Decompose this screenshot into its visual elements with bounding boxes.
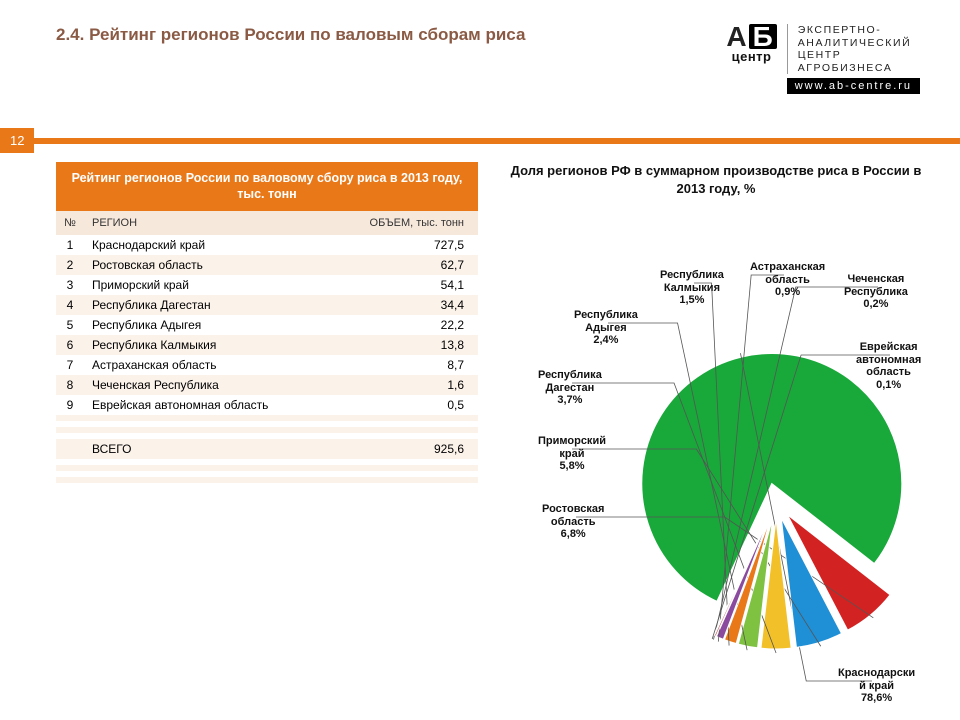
- table-row: [56, 483, 478, 489]
- table-row: 3Приморский край54,1: [56, 275, 478, 295]
- logo-a: А: [726, 24, 746, 49]
- table-row: 2Ростовская область62,7: [56, 255, 478, 275]
- cell-value: 34,4: [358, 295, 478, 315]
- cell-num: 7: [56, 355, 84, 375]
- pie-chart: Доля регионов РФ в суммарном производств…: [496, 162, 936, 712]
- slice-label: РеспубликаКалмыкия1,5%: [660, 269, 724, 307]
- slice-label: Ростовскаяобласть6,8%: [542, 503, 604, 541]
- logo-tagline: ЭКСПЕРТНО-: [798, 24, 920, 37]
- logo-b: Б: [749, 24, 777, 49]
- cell-value: 727,5: [358, 235, 478, 255]
- cell-value: 1,6: [358, 375, 478, 395]
- cell-region: Чеченская Республика: [84, 375, 358, 395]
- logo: А Б центр ЭКСПЕРТНО- АНАЛИТИЧЕСКИЙ ЦЕНТР…: [726, 24, 920, 94]
- col-value: ОБЪЕМ, тыс. тонн: [358, 211, 478, 235]
- table-row: 4Республика Дагестан34,4: [56, 295, 478, 315]
- slice-label: Приморскийкрай5,8%: [538, 435, 606, 473]
- header: 2.4. Рейтинг регионов России по валовым …: [0, 0, 960, 94]
- cell-region: Еврейская автономная область: [84, 395, 358, 415]
- cell-num: 5: [56, 315, 84, 335]
- table-row: 1Краснодарский край727,5: [56, 235, 478, 255]
- cell-value: 13,8: [358, 335, 478, 355]
- cell-num: 6: [56, 335, 84, 355]
- cell-region: Ростовская область: [84, 255, 358, 275]
- cell-value: 0,5: [358, 395, 478, 415]
- cell-region: Астраханская область: [84, 355, 358, 375]
- cell-num: 8: [56, 375, 84, 395]
- table-row: ВСЕГО925,6: [56, 439, 478, 459]
- accent-bar: [0, 138, 960, 144]
- cell-value: 925,6: [358, 439, 478, 459]
- cell-region: Республика Калмыкия: [84, 335, 358, 355]
- cell-value: 54,1: [358, 275, 478, 295]
- col-region: РЕГИОН: [84, 211, 358, 235]
- cell-num: 1: [56, 235, 84, 255]
- logo-tagline: ЦЕНТР: [798, 49, 920, 62]
- content: Рейтинг регионов России по валовому сбор…: [56, 162, 936, 712]
- logo-mark: А Б центр: [726, 24, 776, 63]
- logo-url: www.ab-centre.ru: [787, 78, 920, 94]
- cell-value: [358, 483, 478, 489]
- table-row: 9Еврейская автономная область0,5: [56, 395, 478, 415]
- cell-num: [56, 439, 84, 459]
- table-title: Рейтинг регионов России по валовому сбор…: [56, 162, 478, 211]
- cell-region: Республика Адыгея: [84, 315, 358, 335]
- slice-label: Астраханскаяобласть0,9%: [750, 261, 825, 299]
- cell-region: ВСЕГО: [84, 439, 358, 459]
- logo-text-block: ЭКСПЕРТНО- АНАЛИТИЧЕСКИЙ ЦЕНТР АГРОБИЗНЕ…: [787, 24, 920, 94]
- cell-value: 8,7: [358, 355, 478, 375]
- slice-label: РеспубликаАдыгея2,4%: [574, 309, 638, 347]
- table-row: 6Республика Калмыкия13,8: [56, 335, 478, 355]
- cell-value: 22,2: [358, 315, 478, 335]
- cell-value: 62,7: [358, 255, 478, 275]
- cell-num: 4: [56, 295, 84, 315]
- slice-label: Еврейскаяавтономнаяобласть0,1%: [856, 341, 921, 392]
- cell-region: Краснодарский край: [84, 235, 358, 255]
- page-title: 2.4. Рейтинг регионов России по валовым …: [56, 24, 525, 47]
- slice-label: ЧеченскаяРеспублика0,2%: [844, 273, 908, 311]
- ranking-table: Рейтинг регионов России по валовому сбор…: [56, 162, 478, 712]
- logo-center: центр: [732, 51, 772, 63]
- logo-tagline: АГРОБИЗНЕСА: [798, 62, 920, 75]
- cell-num: 2: [56, 255, 84, 275]
- chart-title: Доля регионов РФ в суммарном производств…: [496, 162, 936, 201]
- page-number: 12: [0, 128, 34, 153]
- table-row: 5Республика Адыгея22,2: [56, 315, 478, 335]
- table-row: 8Чеченская Республика1,6: [56, 375, 478, 395]
- logo-tagline: АНАЛИТИЧЕСКИЙ: [798, 37, 920, 50]
- cell-region: Республика Дагестан: [84, 295, 358, 315]
- cell-num: [56, 483, 84, 489]
- cell-region: Приморский край: [84, 275, 358, 295]
- cell-num: 3: [56, 275, 84, 295]
- table-row: 7Астраханская область8,7: [56, 355, 478, 375]
- cell-region: [84, 483, 358, 489]
- col-num: №: [56, 211, 84, 235]
- slice-label: РеспубликаДагестан3,7%: [538, 369, 602, 407]
- slice-label: Краснодарский край78,6%: [838, 667, 915, 705]
- cell-num: 9: [56, 395, 84, 415]
